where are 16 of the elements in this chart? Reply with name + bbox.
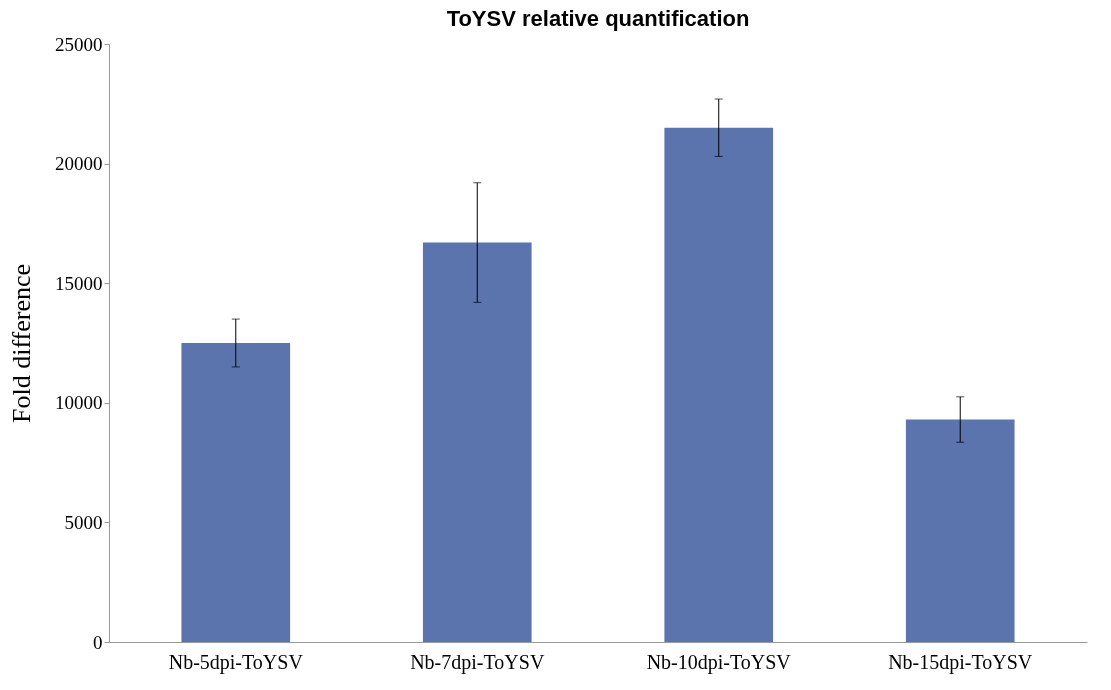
y-axis-title: Fold difference [7,263,36,424]
y-tick-label: 0 [93,631,103,653]
y-tick-label: 15000 [55,272,103,294]
bar [905,419,1015,642]
x-tick-label: Nb-15dpi-ToYSV [888,650,1033,674]
y-tick-label: 25000 [55,33,103,55]
y-tick-label: 5000 [64,511,103,533]
y-tick-label: 10000 [55,392,103,414]
x-tick-label: Nb-5dpi-ToYSV [168,650,304,674]
y-tick-label: 20000 [55,153,103,175]
bar [422,242,532,642]
bar [664,127,774,642]
x-tick-label: Nb-7dpi-ToYSV [410,650,545,674]
x-tick-label: Nb-10dpi-ToYSV [646,650,792,674]
bar [181,343,291,642]
chart-title: ToYSV relative quantification [446,6,750,31]
